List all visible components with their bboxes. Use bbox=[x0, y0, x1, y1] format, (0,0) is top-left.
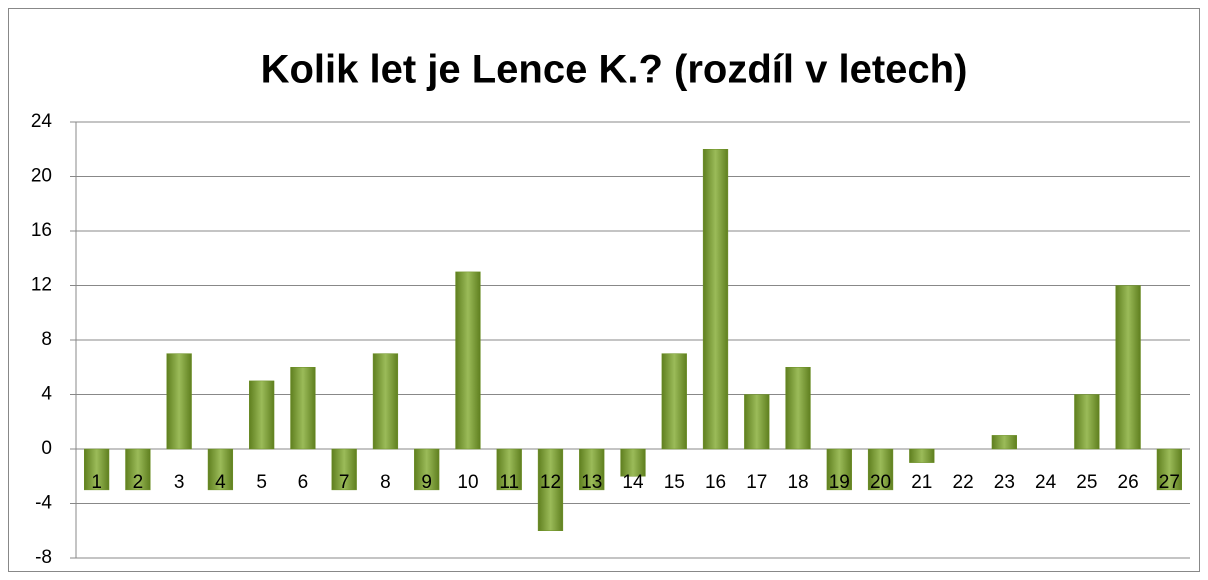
bar bbox=[744, 394, 770, 450]
x-tick-label: 2 bbox=[133, 472, 144, 493]
bar bbox=[290, 367, 316, 450]
bar bbox=[125, 448, 151, 491]
x-tick-label: 12 bbox=[540, 472, 561, 493]
bar bbox=[1074, 394, 1100, 450]
x-tick-label: 23 bbox=[994, 472, 1015, 493]
x-tick-label: 3 bbox=[174, 472, 185, 493]
y-tick-label: 0 bbox=[41, 438, 52, 459]
x-tick-label: 21 bbox=[911, 472, 932, 493]
x-tick-label: 4 bbox=[215, 472, 226, 493]
x-tick-label: 20 bbox=[870, 472, 891, 493]
bar bbox=[909, 448, 935, 463]
bar bbox=[414, 448, 440, 491]
y-tick-label: 4 bbox=[41, 384, 52, 405]
y-tick-label: 8 bbox=[41, 329, 52, 350]
x-tick-label: 1 bbox=[91, 472, 102, 493]
bar bbox=[579, 448, 605, 491]
bar bbox=[496, 448, 522, 491]
y-tick-label: -4 bbox=[35, 493, 52, 514]
bar bbox=[84, 448, 110, 491]
x-tick-label: 7 bbox=[339, 472, 350, 493]
x-tick-label: 26 bbox=[1118, 472, 1139, 493]
x-tick-label: 8 bbox=[380, 472, 391, 493]
bar bbox=[785, 367, 811, 450]
bar bbox=[537, 448, 564, 531]
chart-title: Kolik let je Lence K.? (rozdíl v letech) bbox=[261, 48, 968, 92]
x-tick-label: 16 bbox=[705, 472, 726, 493]
y-tick-label: -8 bbox=[35, 547, 52, 568]
x-tick-label: 11 bbox=[499, 472, 519, 493]
x-tick-label: 10 bbox=[457, 472, 478, 493]
x-tick-label: 27 bbox=[1159, 472, 1180, 493]
x-tick-label: 6 bbox=[298, 472, 309, 493]
bar bbox=[331, 448, 357, 491]
bar bbox=[166, 353, 192, 450]
x-tick-label: 24 bbox=[1035, 472, 1057, 493]
x-tick-label: 19 bbox=[829, 472, 850, 493]
bar bbox=[826, 448, 852, 491]
x-tick-label: 18 bbox=[787, 472, 808, 493]
bar bbox=[620, 448, 646, 477]
x-tick-label: 9 bbox=[421, 472, 432, 493]
bar bbox=[207, 448, 234, 491]
x-tick-label: 14 bbox=[622, 472, 644, 493]
x-tick-label: 5 bbox=[256, 472, 267, 493]
bar bbox=[1115, 285, 1141, 450]
bar bbox=[1156, 448, 1182, 491]
x-tick-label: 17 bbox=[746, 472, 767, 493]
y-tick-label: 12 bbox=[31, 275, 52, 296]
bar bbox=[372, 353, 399, 450]
bar bbox=[702, 149, 729, 450]
x-tick-label: 15 bbox=[664, 472, 685, 493]
x-tick-label: 25 bbox=[1076, 472, 1097, 493]
bar bbox=[991, 435, 1017, 450]
y-tick-label: 24 bbox=[31, 111, 53, 132]
y-tick-label: 20 bbox=[31, 166, 52, 187]
bar bbox=[249, 380, 275, 450]
x-tick-label: 22 bbox=[953, 472, 974, 493]
bar bbox=[867, 448, 894, 491]
bar bbox=[661, 353, 687, 450]
x-tick-label: 13 bbox=[581, 472, 602, 493]
bar bbox=[455, 271, 481, 450]
y-tick-label: 16 bbox=[31, 220, 52, 241]
